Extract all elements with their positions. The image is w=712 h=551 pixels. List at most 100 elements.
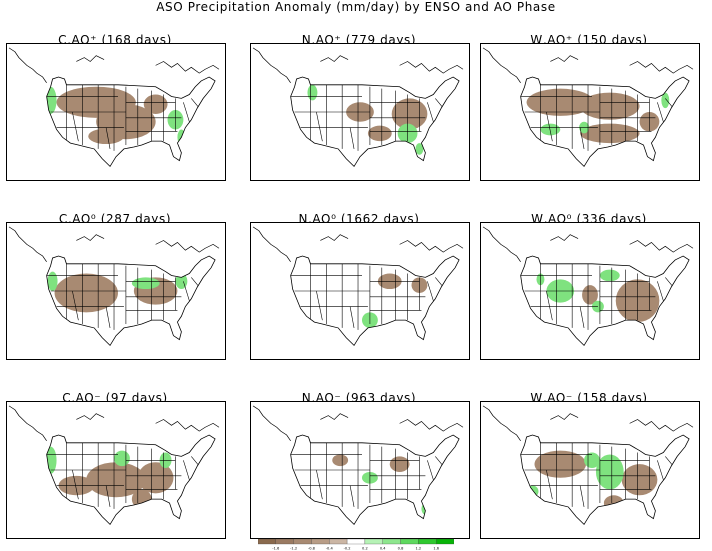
- dry-anomaly-area: [391, 98, 428, 130]
- colorbar: -1.6 -1.2 -0.8 -0.4 -0.2 0.2 0.4 0.8 1.2 1.6: [258, 538, 454, 550]
- coastline: [482, 47, 694, 84]
- state-boundary: [349, 127, 355, 149]
- state-boundary: [427, 460, 434, 480]
- wet-anomaly-area: [540, 123, 561, 136]
- precipitation-map: [250, 401, 470, 539]
- wet-anomaly-area: [47, 271, 58, 291]
- wet-anomaly-area: [584, 452, 600, 469]
- state-boundary: [657, 102, 664, 122]
- dry-anomaly-area: [86, 462, 146, 498]
- colorbar-label: -0.4: [326, 547, 334, 551]
- wet-anomaly-area: [595, 454, 624, 490]
- dry-anomaly-area: [389, 456, 410, 472]
- dry-anomaly-area: [580, 92, 640, 120]
- state-boundary: [657, 281, 664, 301]
- colorbar-label: -1.2: [290, 547, 297, 551]
- wet-anomaly-area: [114, 450, 130, 467]
- colorbar-swatch: [400, 538, 419, 545]
- us-outline: [46, 255, 216, 347]
- coastline: [482, 405, 694, 442]
- coastline: [252, 226, 464, 263]
- state-boundary: [316, 111, 323, 142]
- colorbar-swatch: [346, 538, 366, 545]
- wet-anomaly-area: [131, 277, 160, 290]
- precipitation-map: [6, 401, 226, 539]
- dry-anomaly-area: [582, 285, 598, 305]
- state-boundary: [72, 290, 79, 321]
- state-boundary: [427, 281, 434, 301]
- colorbar-label: -1.6: [272, 547, 280, 551]
- colorbar-swatch: [382, 538, 401, 545]
- state-boundary: [105, 485, 111, 507]
- precipitation-map: [250, 222, 470, 360]
- state-boundary: [657, 460, 664, 480]
- state-boundary: [579, 485, 585, 507]
- colorbar-swatch: [311, 538, 330, 545]
- state-boundary: [546, 111, 553, 142]
- dry-anomaly-area: [143, 94, 168, 114]
- coastline: [252, 47, 464, 84]
- precipitation-map: [480, 43, 700, 181]
- colorbar-label: -0.2: [344, 547, 351, 551]
- precipitation-map: [6, 222, 226, 360]
- dry-anomaly-area: [603, 495, 624, 511]
- colorbar-swatch: [436, 538, 454, 545]
- state-boundary: [316, 290, 323, 321]
- dry-anomaly-area: [621, 464, 658, 496]
- coastline: [252, 405, 464, 442]
- state-boundary: [105, 127, 111, 149]
- wet-anomaly-area: [661, 92, 670, 109]
- state-boundary: [316, 469, 323, 500]
- wet-anomaly-area: [599, 269, 620, 282]
- us-outline: [46, 434, 216, 526]
- coastline: [482, 226, 694, 263]
- coastline: [8, 226, 220, 263]
- dry-anomaly-area: [526, 88, 594, 116]
- state-boundary: [72, 469, 79, 500]
- state-boundary: [183, 281, 190, 301]
- colorbar-swatch: [329, 538, 348, 545]
- colorbar-label: 0.2: [362, 547, 368, 551]
- state-boundary: [349, 485, 355, 507]
- colorbar-label: 0.4: [380, 547, 386, 551]
- dry-anomaly-area: [580, 123, 640, 144]
- precipitation-map: [250, 43, 470, 181]
- state-boundary: [427, 102, 434, 122]
- colorbar-label: 1.2: [416, 547, 422, 551]
- us-outline: [290, 255, 460, 347]
- state-boundary: [105, 306, 111, 328]
- state-boundary: [546, 469, 553, 500]
- colorbar-swatch: [258, 538, 276, 545]
- wet-anomaly-area: [307, 84, 318, 101]
- colorbar-swatch: [293, 538, 312, 545]
- precipitation-map: [480, 401, 700, 539]
- colorbar-swatch: [275, 538, 294, 545]
- colorbar-swatch: [418, 538, 437, 545]
- state-boundary: [579, 127, 585, 149]
- us-outline: [290, 434, 460, 526]
- us-outline: [520, 255, 690, 347]
- state-boundary: [183, 460, 190, 480]
- coastline: [8, 47, 220, 84]
- us-outline: [290, 76, 460, 168]
- state-boundary: [183, 102, 190, 122]
- state-boundary: [579, 306, 585, 328]
- state-boundary: [349, 306, 355, 328]
- precipitation-map: [6, 43, 226, 181]
- wet-anomaly-area: [175, 273, 188, 290]
- page-title: ASO Precipitation Anomaly (mm/day) by EN…: [156, 0, 556, 14]
- wet-anomaly-area: [415, 143, 424, 155]
- state-boundary: [72, 111, 79, 142]
- dry-anomaly-area: [367, 125, 392, 142]
- us-outline: [46, 76, 216, 168]
- dry-anomaly-area: [54, 273, 118, 313]
- wet-anomaly-area: [46, 86, 57, 114]
- precipitation-map: [480, 222, 700, 360]
- us-outline: [520, 434, 690, 526]
- colorbar-label: -0.8: [308, 547, 316, 551]
- colorbar-label: 0.8: [398, 547, 404, 551]
- us-outline: [520, 76, 690, 168]
- colorbar-swatch: [364, 538, 383, 545]
- dry-anomaly-area: [332, 454, 349, 467]
- dry-anomaly-area: [88, 128, 124, 145]
